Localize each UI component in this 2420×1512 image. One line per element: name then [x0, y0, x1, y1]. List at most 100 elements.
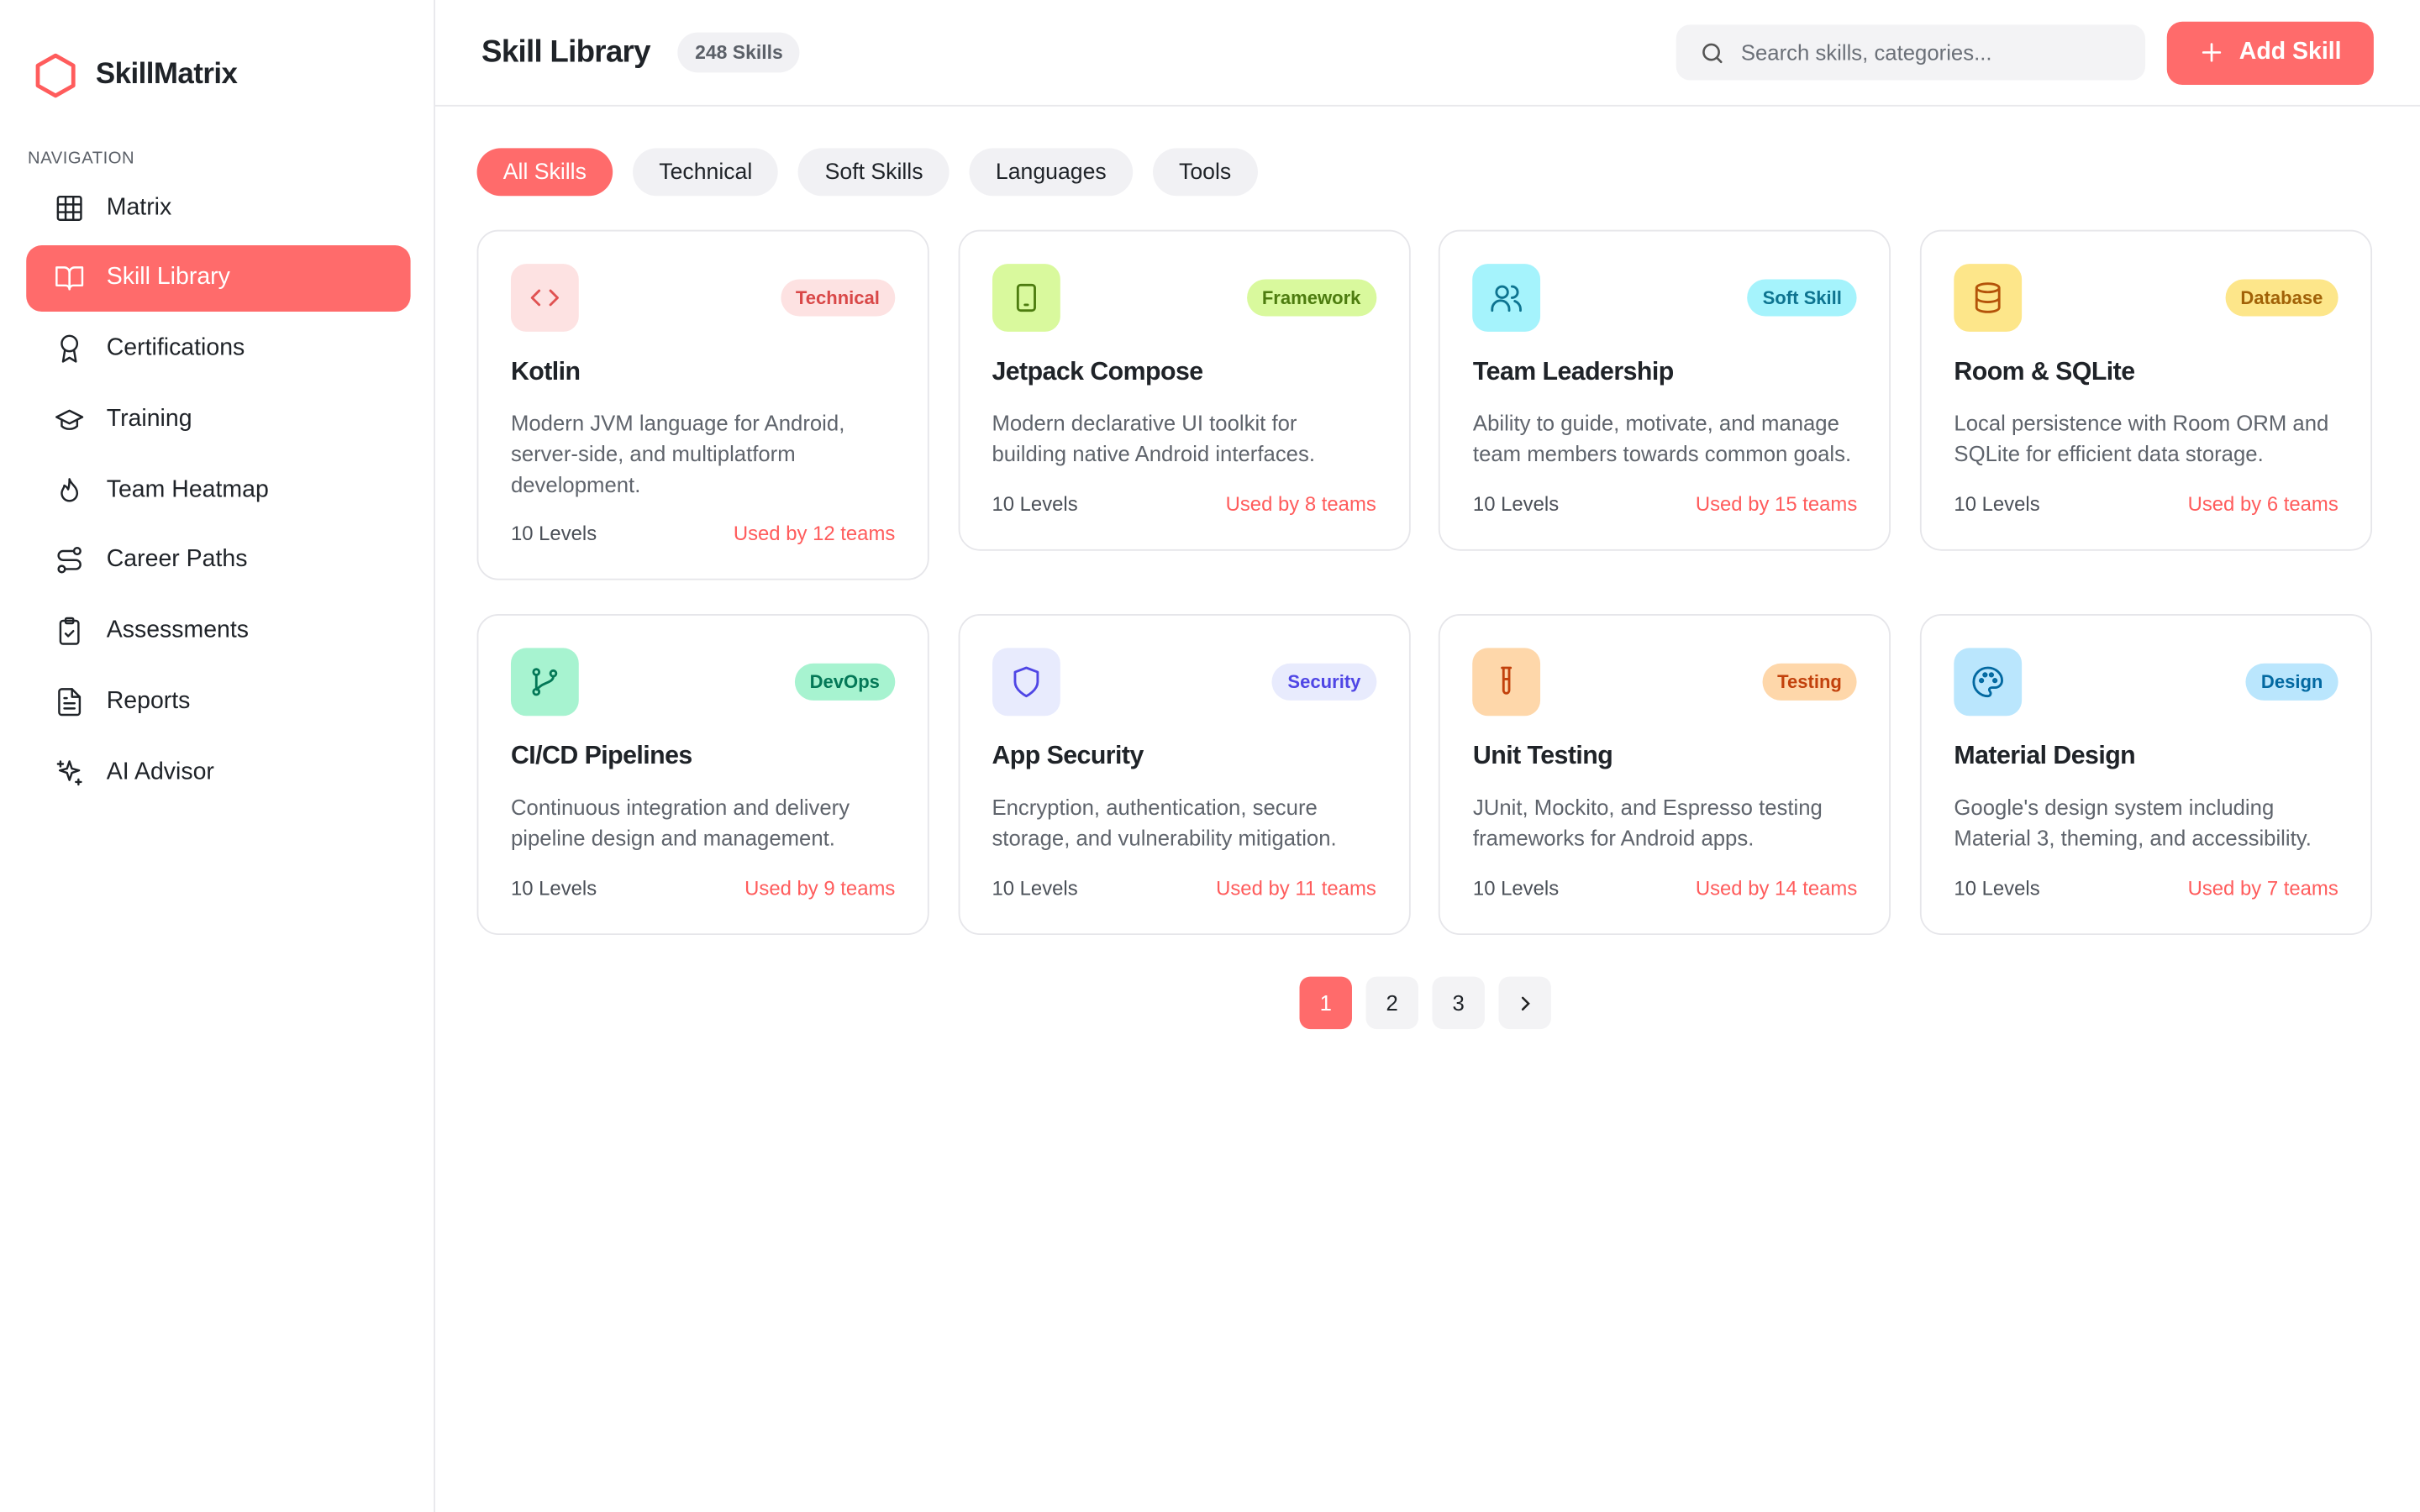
category-tag: Testing: [1761, 664, 1858, 701]
nav-text: Matrix: [106, 193, 172, 220]
card-description: Modern declarative UI toolkit for buildi…: [992, 410, 1315, 466]
icon-glyph: [1491, 285, 1523, 312]
card-description: Modern JVM language for Android, server-…: [510, 410, 845, 496]
skill-card[interactable]: Security App Security Encryption, authenti…: [958, 614, 1411, 936]
skill-card[interactable]: Design Material Design Google's design sys…: [1920, 614, 2373, 936]
nav-item[interactable]: Matrix: [26, 175, 410, 241]
card-title: Team Leadership: [1472, 358, 1674, 386]
card-description: JUnit, Mockito, and Espresso testing fra…: [1472, 795, 1823, 851]
nav-icon: [60, 477, 79, 501]
search[interactable]: Search skills, categories...: [1676, 24, 2146, 81]
card-icon: [510, 264, 579, 332]
card-icon: [1954, 648, 2023, 717]
page-button[interactable]: 1: [1299, 976, 1352, 1030]
nav-item[interactable]: Assessments: [26, 598, 410, 664]
page-button[interactable]: 3: [1432, 976, 1485, 1030]
card-icon: [1954, 264, 2023, 332]
levels: 10 Levels: [1954, 876, 2040, 900]
nav-item[interactable]: Certifications: [26, 316, 410, 382]
nav: Matrix Skill Library Certifications Trainin…: [26, 175, 411, 811]
next-button[interactable]: [1498, 976, 1551, 1030]
card-icon: [510, 648, 579, 717]
filter-chip[interactable]: All Skills: [476, 148, 613, 197]
skill-card[interactable]: DevOps CI/CD Pipelines Continuous integrat…: [476, 614, 929, 936]
nav-item[interactable]: AI Advisor: [26, 739, 410, 806]
card-head: Testing: [1472, 648, 1858, 717]
nav-icon: [55, 266, 84, 291]
icon-glyph: [1972, 667, 2004, 698]
card-footer: 10 Levels Used by 12 teams: [511, 522, 895, 546]
skill-card[interactable]: Soft Skill Team Leadership Ability to guid…: [1439, 229, 1891, 550]
card-title: App Security: [992, 743, 1144, 771]
nav-icon: [56, 195, 82, 221]
card-head: Database: [1954, 264, 2338, 332]
icon-glyph: [532, 668, 558, 697]
usage: Used by 6 teams: [2187, 491, 2338, 515]
levels: 10 Levels: [1472, 876, 1560, 900]
skill-card[interactable]: Database Room & SQLite Local persistence w…: [1920, 229, 2373, 550]
category-tag: DevOps: [794, 664, 896, 701]
filter-chip[interactable]: Technical: [633, 148, 779, 197]
skill-card[interactable]: Testing Unit Testing JUnit, Mockito, and E…: [1439, 614, 1891, 936]
skill-card[interactable]: Technical Kotlin Modern JVM language for A…: [476, 229, 929, 581]
levels: 10 Levels: [510, 876, 597, 900]
card-head: DevOps: [510, 648, 896, 717]
card-icon: [1472, 264, 1541, 332]
usage: Used by 8 teams: [1225, 491, 1376, 515]
category-tag: Framework: [1246, 279, 1376, 317]
usage: Used by 11 teams: [1216, 876, 1376, 900]
brand[interactable]: SkillMatrix: [34, 52, 238, 98]
usage: Used by 15 teams: [1695, 491, 1858, 515]
add-button[interactable]: Add Skill: [2166, 20, 2374, 85]
card-icon: [992, 648, 1060, 717]
filter-chip[interactable]: Tools: [1152, 148, 1258, 197]
category-tag: Security: [1272, 664, 1376, 701]
page-button[interactable]: 2: [1365, 976, 1418, 1030]
card-description: Ability to guide, motivate, and manage t…: [1472, 410, 1852, 466]
filter-chip[interactable]: Soft Skills: [798, 148, 950, 197]
search-placeholder: Search skills, categories...: [1740, 39, 1992, 66]
plus-icon: [2202, 43, 2221, 62]
card-footer: 10 Levels Used by 8 teams: [992, 491, 1376, 515]
card-description: Local persistence with Room ORM and SQLi…: [1954, 410, 2329, 466]
card-title: Unit Testing: [1472, 743, 1613, 771]
nav-item[interactable]: Reports: [26, 669, 410, 735]
nav-icon: [59, 617, 80, 646]
category-tag: Design: [2245, 664, 2338, 701]
levels: 10 Levels: [1954, 491, 2040, 515]
nav-item[interactable]: Team Heatmap: [26, 457, 410, 523]
card-description: Google's design system including Materia…: [1954, 795, 2312, 851]
nav-text: Career Paths: [106, 547, 248, 574]
nav-text: AI Advisor: [106, 759, 214, 785]
levels: 10 Levels: [992, 876, 1078, 900]
icon-glyph: [530, 289, 559, 307]
nav-icon: [58, 688, 82, 717]
nav-icon: [60, 334, 79, 363]
nav-item[interactable]: Career Paths: [26, 528, 410, 594]
nav-text: Team Heatmap: [106, 475, 269, 503]
card-description: Encryption, authentication, secure stora…: [992, 795, 1337, 851]
nav-icon: [56, 759, 82, 785]
card-title: CI/CD Pipelines: [510, 743, 692, 771]
nav-item[interactable]: Skill Library: [26, 244, 411, 312]
card-title: Material Design: [1954, 743, 2136, 771]
nav-text: Training: [106, 405, 192, 433]
nav-icon: [55, 409, 84, 430]
card-head: Technical: [510, 264, 896, 332]
levels: 10 Levels: [992, 491, 1078, 515]
logo: [35, 53, 76, 98]
sidebar: SkillMatrix NAVIGATION Matrix Skill Libra…: [0, 0, 435, 1512]
card-footer: 10 Levels Used by 15 teams: [1473, 491, 1857, 515]
usage: Used by 7 teams: [2187, 876, 2338, 900]
icon-glyph: [1013, 667, 1039, 698]
skill-card[interactable]: Framework Jetpack Compose Modern declarati…: [958, 229, 1411, 550]
card-description: Continuous integration and delivery pipe…: [510, 795, 850, 851]
icon-glyph: [1975, 282, 2001, 313]
usage: Used by 9 teams: [744, 876, 896, 900]
filter-chip[interactable]: Languages: [969, 148, 1133, 197]
add-label: Add Skill: [2238, 38, 2342, 66]
nav-item[interactable]: Training: [26, 386, 410, 453]
nav-label: NAVIGATION: [28, 150, 135, 169]
topbar: Skill Library 248 Skills Search skills, …: [434, 0, 2420, 107]
